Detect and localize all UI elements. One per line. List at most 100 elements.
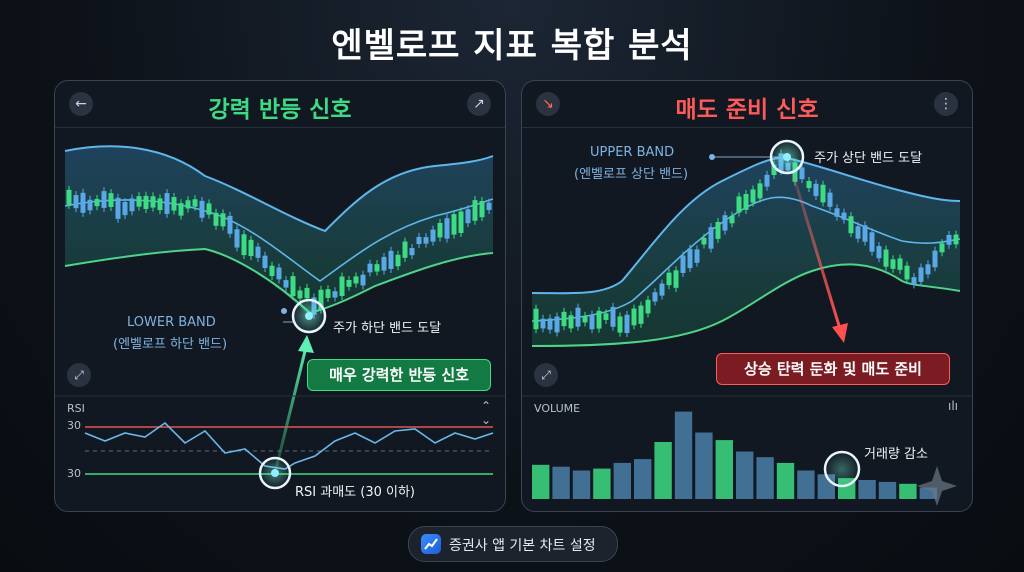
volume-bar [634,459,652,499]
lower-band-line [531,263,961,347]
volume-bar [776,462,795,499]
upper-band-sublabel: (엔벨로프 상단 밴드) [574,167,689,182]
candle [66,189,72,205]
candle [624,314,630,334]
page-title: 엔벨로프 지표 복합 분석 [331,26,693,66]
candle [813,183,819,196]
candle [171,197,177,211]
candle [164,193,170,214]
candle [87,199,93,211]
volume-bar [797,470,815,499]
rebound-signal-badge: 매우 강력한 반등 신호 [307,359,491,391]
candle [346,279,352,287]
rsi-to-band-arrow [273,342,309,474]
candle [652,292,658,302]
candle [213,212,219,226]
chart-settings-button[interactable]: 증권사 앱 기본 차트 설정 [408,526,618,562]
candle [451,214,457,235]
candle [617,316,623,333]
bar-chart-icon[interactable]: ılı [947,399,958,413]
candle [248,239,254,257]
candle [680,255,686,273]
arrow-down-right-icon[interactable]: ↘ [536,92,560,116]
candle [589,314,595,330]
candle [353,276,359,284]
touch-label: 주가 하단 밴드 도달 [333,321,442,336]
candle [381,256,387,271]
more-vertical-icon[interactable]: ⋮ [934,92,958,116]
touch-highlight-circle [291,298,327,334]
candle [876,246,882,259]
candle [416,236,422,245]
candle [687,248,693,269]
candle [708,227,714,249]
upper-band-label: UPPER BAND [590,145,675,160]
panel-header: ↘ 매도 준비 신호 ⋮ [522,81,972,128]
sort-chevrons-icon[interactable]: ⌃ ⌄ [480,399,491,427]
volume-note: 거래량 감소 [864,447,928,462]
candle [862,225,868,242]
candle [729,215,735,224]
candle [575,307,581,327]
lower-band-sublabel: (엔벨로프 하단 밴드) [113,337,228,352]
volume-highlight-circle [823,450,861,488]
candle [645,299,651,314]
candle [638,305,644,324]
rsi-note: RSI 과매도 (30 이하) [295,485,416,500]
candle [227,215,233,234]
left-chart-svg [55,145,505,490]
candle [736,196,742,213]
candle [234,229,240,248]
candle [157,198,163,211]
volume-bar [674,411,693,499]
candle [925,264,931,275]
expand-icon[interactable]: ⤢ [534,363,558,387]
candle [388,250,394,269]
candle [185,200,191,209]
candle [540,318,546,329]
candle [869,232,875,252]
candle [367,263,373,273]
candle [444,218,450,239]
arrow-left-icon[interactable]: ← [69,92,93,116]
upper-band-line [64,145,494,233]
sell-signal-badge: 상승 탄력 둔화 및 매도 준비 [716,353,950,385]
candle [220,213,226,227]
candle [603,313,609,320]
volume-bar [593,468,611,499]
candle [136,196,142,207]
candle [561,311,567,327]
volume-bar [899,483,917,499]
rsi-tick-bottom: 30 [67,467,81,480]
touch-label: 주가 상단 밴드 도달 [814,151,923,166]
candle [192,199,198,207]
candle [806,180,812,189]
volume-bar [858,480,876,499]
volume-title: VOLUME [534,402,581,415]
candle [465,209,471,224]
candle [73,195,79,209]
candle [841,212,847,220]
candle [750,189,756,203]
candle [276,267,282,280]
candle [582,315,588,323]
candle [631,308,637,326]
candle [395,254,401,267]
candle [904,265,910,280]
candle [318,289,324,310]
rebound-signal-panel: ← 강력 반등 신호 ↗ [54,80,506,512]
upper-band-point [709,154,715,160]
volume-bar [878,481,897,499]
candle [94,198,100,207]
candle [297,290,303,299]
trending-up-icon[interactable]: ↗ [467,92,491,116]
panel-header: ← 강력 반등 신호 ↗ [55,81,505,128]
expand-icon[interactable]: ⤢ [67,363,91,387]
candle [771,164,777,176]
candle [283,280,289,288]
right-chart-svg [522,139,972,506]
candle [80,192,86,213]
candle [855,226,861,239]
candle [932,250,938,268]
lower-band-label: LOWER BAND [127,315,216,330]
